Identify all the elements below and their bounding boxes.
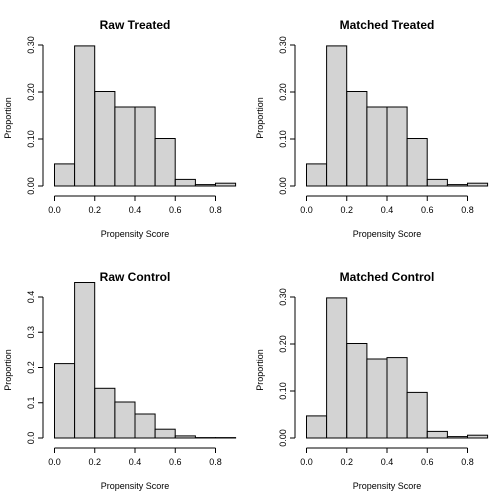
y-tick-label: 0.4 [26, 291, 36, 304]
histogram-bar [406, 138, 428, 187]
histogram-panel: 0.0 0.2 0.4 0.6 0.8 0.00 0.10 0.20 0.30 Raw Treat… [3, 18, 237, 239]
histogram-bar [134, 413, 156, 439]
y-tick-label: 0.3 [26, 326, 36, 339]
y-tick-label: 0.30 [278, 36, 288, 54]
x-axis-label: Propensity Score [353, 229, 422, 239]
y-tick-label: 0.10 [278, 130, 288, 148]
histogram-bar [94, 91, 116, 187]
histogram-bar [446, 184, 468, 187]
histogram-bar [154, 138, 176, 187]
x-tick-label: 0.0 [300, 205, 313, 215]
histogram-bar [386, 106, 408, 187]
y-axis-label: Proportion [255, 97, 265, 139]
histogram-bar [366, 358, 388, 439]
x-axis-label: Propensity Score [101, 229, 170, 239]
x-tick-label: 0.8 [209, 457, 222, 467]
histogram-bar [134, 106, 156, 187]
chart-title: Matched Treated [340, 18, 435, 32]
histogram-bar [54, 363, 76, 439]
y-tick-label: 0.00 [26, 177, 36, 195]
x-tick-label: 0.2 [88, 457, 101, 467]
histogram-bar [194, 184, 216, 187]
x-tick-label: 0.0 [300, 457, 313, 467]
x-tick-label: 0.6 [421, 457, 434, 467]
chart-title: Matched Control [340, 270, 435, 284]
x-tick-label: 0.2 [340, 205, 353, 215]
x-tick-label: 0.6 [169, 457, 182, 467]
histogram-bar [386, 357, 408, 439]
y-axis-label: Proportion [3, 97, 13, 139]
histogram-panel: 0.0 0.2 0.4 0.6 0.8 0.0 0.1 0.2 0.3 0.4 Raw Contro… [3, 270, 237, 491]
histogram-bar [326, 45, 348, 187]
y-tick-label: 0.1 [26, 396, 36, 409]
y-tick-label: 0.20 [278, 83, 288, 101]
histogram-bar [426, 430, 448, 439]
histogram-bar [446, 436, 468, 439]
x-tick-label: 0.4 [381, 205, 394, 215]
histogram-bar [467, 434, 489, 439]
x-tick-label: 0.0 [48, 457, 61, 467]
histogram-bar [74, 282, 96, 439]
x-tick-label: 0.8 [461, 457, 474, 467]
histogram-bar [306, 163, 328, 187]
x-tick-label: 0.0 [48, 205, 61, 215]
histogram-bar [467, 182, 489, 187]
x-tick-label: 0.4 [381, 457, 394, 467]
x-axis-label: Propensity Score [353, 481, 422, 491]
histogram-panel: 0.0 0.2 0.4 0.6 0.8 0.00 0.10 0.20 0.30 Matched T… [255, 18, 489, 239]
histogram-bar [74, 45, 96, 187]
y-axis-label: Proportion [255, 349, 265, 391]
x-axis-label: Propensity Score [101, 481, 170, 491]
x-tick-label: 0.6 [169, 205, 182, 215]
x-tick-label: 0.2 [88, 205, 101, 215]
histogram-bar [154, 428, 176, 439]
histogram-bar [326, 297, 348, 439]
histogram-bar [174, 435, 196, 439]
x-tick-label: 0.2 [340, 457, 353, 467]
chart-title: Raw Control [100, 270, 171, 284]
y-tick-label: 0.20 [278, 335, 288, 353]
histogram-bar [94, 387, 116, 439]
histogram-bar [54, 163, 76, 187]
y-tick-label: 0.10 [278, 382, 288, 400]
y-tick-label: 0.20 [26, 83, 36, 101]
x-tick-label: 0.4 [129, 205, 142, 215]
x-tick-label: 0.6 [421, 205, 434, 215]
y-tick-label: 0.30 [278, 288, 288, 306]
histogram-bar [346, 343, 368, 439]
y-tick-label: 0.2 [26, 361, 36, 374]
y-tick-label: 0.0 [26, 432, 36, 445]
chart-title: Raw Treated [100, 18, 171, 32]
x-tick-label: 0.4 [129, 457, 142, 467]
histogram-bar [114, 106, 136, 187]
histogram-bar [346, 91, 368, 187]
y-tick-label: 0.30 [26, 36, 36, 54]
histogram-bar [215, 182, 237, 187]
x-tick-label: 0.8 [209, 205, 222, 215]
histogram-bar [426, 178, 448, 187]
histogram-bar [306, 415, 328, 439]
histogram-bar [114, 401, 136, 439]
histogram-panel: 0.0 0.2 0.4 0.6 0.8 0.00 0.10 0.20 0.30 Matched C… [255, 270, 489, 491]
y-tick-label: 0.00 [278, 177, 288, 195]
x-tick-label: 0.8 [461, 205, 474, 215]
y-tick-label: 0.10 [26, 130, 36, 148]
y-axis-label: Proportion [3, 349, 13, 391]
histogram-bar [174, 178, 196, 187]
y-tick-label: 0.00 [278, 429, 288, 447]
histogram-bar [366, 106, 388, 187]
histogram-bar [406, 391, 428, 439]
